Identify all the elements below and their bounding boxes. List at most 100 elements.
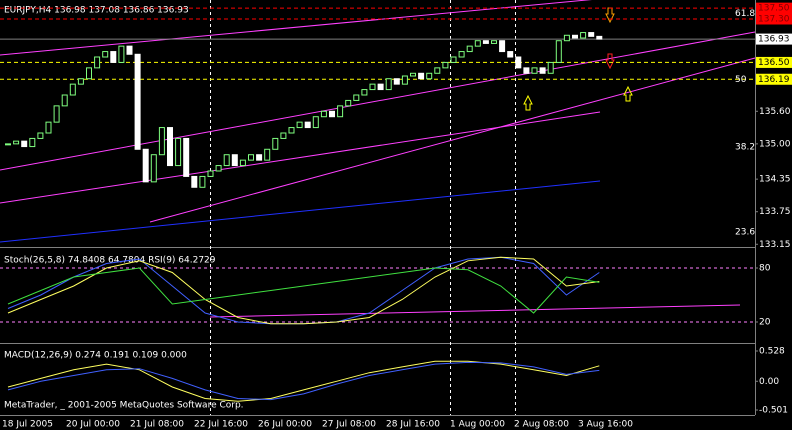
y-tick-label: 133.15 — [759, 240, 791, 250]
candle — [345, 99, 352, 107]
candle — [507, 51, 514, 58]
candle — [45, 121, 52, 134]
fib-label: 38.2 — [735, 143, 755, 153]
price-level-box — [756, 33, 792, 45]
candle — [61, 94, 68, 107]
indicator-line — [7, 256, 600, 325]
y-tick-label: 0.528 — [759, 347, 785, 357]
candle — [158, 127, 165, 156]
price-level-box — [756, 56, 792, 68]
channel-line — [0, 0, 593, 56]
candle — [369, 83, 376, 91]
x-tick-label: 18 Jul 2005 — [2, 420, 53, 430]
indicator-line — [7, 267, 600, 314]
candle — [13, 140, 20, 145]
candle — [199, 175, 206, 188]
fib-label: 50 — [735, 75, 747, 85]
candle — [474, 40, 481, 47]
candle — [248, 154, 254, 161]
candle — [539, 67, 546, 74]
candle — [264, 148, 271, 161]
x-tick-label: 28 Jul 16:00 — [386, 420, 440, 430]
candle — [110, 51, 117, 63]
y-tick-label: 134.35 — [759, 175, 791, 185]
candle — [491, 40, 497, 44]
down-arrow — [605, 7, 615, 24]
candle — [86, 67, 92, 80]
x-tick-label: 3 Aug 16:00 — [578, 420, 633, 430]
y-tick-label: 80 — [759, 264, 771, 274]
candle — [183, 137, 190, 177]
candle — [426, 72, 433, 80]
candle — [77, 78, 84, 85]
candle — [69, 83, 76, 96]
candle — [320, 110, 327, 118]
candle — [596, 35, 603, 40]
candle — [288, 127, 295, 134]
indicator-line — [7, 360, 600, 402]
y-tick-label: 133.75 — [759, 207, 791, 217]
candle — [434, 67, 441, 74]
candle — [223, 154, 230, 167]
candle — [588, 32, 595, 37]
candle — [272, 137, 279, 150]
candle — [377, 83, 384, 91]
x-tick-label: 26 Jul 00:00 — [258, 420, 312, 430]
candle — [580, 32, 587, 39]
candle — [515, 56, 522, 69]
price-level-box — [756, 2, 792, 14]
channel-line — [149, 57, 756, 223]
y-tick-label: 135.60 — [759, 107, 791, 117]
price-level-label: 137.50 — [758, 4, 790, 14]
channel-line — [0, 111, 601, 204]
candle — [482, 40, 489, 44]
candle — [458, 51, 465, 58]
candle — [337, 105, 344, 118]
channel-line — [0, 31, 756, 171]
price-level-box — [756, 73, 792, 85]
candle — [442, 61, 449, 69]
up-arrow — [623, 85, 633, 102]
candle — [215, 165, 222, 172]
candle — [94, 56, 101, 69]
trendlines — [0, 0, 756, 318]
x-tick-label: 2 Aug 08:00 — [514, 420, 569, 430]
x-tick-label: 22 Jul 16:00 — [194, 420, 248, 430]
candle — [523, 67, 530, 74]
fib-label: 61.8 — [735, 9, 755, 19]
x-tick-label: 27 Jul 08:00 — [322, 420, 376, 430]
candle — [191, 175, 198, 188]
candle — [466, 45, 473, 53]
price-level-box — [756, 13, 792, 25]
indicator-title: Stoch(26,5,8) 74.8408 64.7804 RSI(9) 64.… — [4, 256, 216, 266]
fib-label: 23.6 — [735, 227, 755, 237]
candle — [393, 78, 400, 85]
candle — [296, 121, 303, 129]
candle — [572, 34, 578, 39]
candle — [450, 56, 457, 63]
candle — [563, 34, 570, 42]
y-tick-label: 20 — [759, 318, 771, 328]
candle — [21, 140, 28, 148]
candle — [304, 121, 311, 129]
candle — [118, 45, 125, 63]
candle — [499, 40, 506, 53]
chart-title: EURJPY,H4 136.98 137.08 136.86 136.93 — [4, 6, 189, 16]
y-tick-label: 0.00 — [759, 377, 779, 387]
candle — [231, 154, 238, 167]
candle — [531, 67, 538, 74]
candle — [555, 40, 562, 63]
arrows — [523, 7, 633, 111]
candle — [280, 132, 287, 139]
down-arrow — [605, 53, 615, 70]
candle — [29, 137, 36, 148]
y-tick-label: 135.00 — [759, 139, 791, 149]
candle — [256, 154, 263, 161]
candle — [134, 53, 141, 150]
candle — [126, 45, 133, 55]
candle — [5, 143, 11, 146]
x-tick-label: 21 Jul 08:00 — [130, 420, 184, 430]
candle — [547, 61, 554, 74]
candle — [401, 75, 408, 85]
